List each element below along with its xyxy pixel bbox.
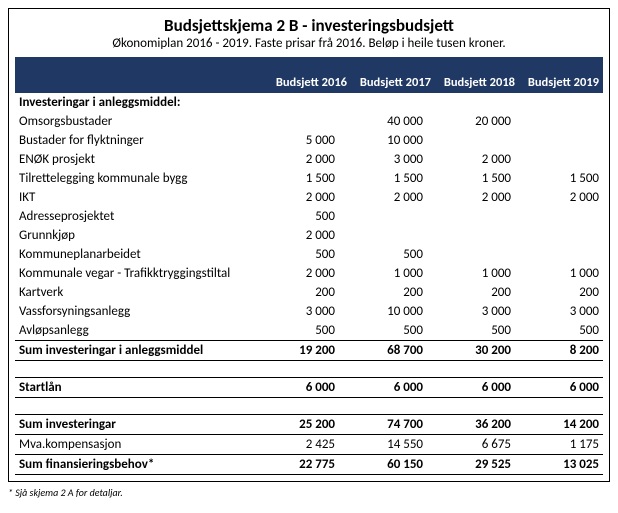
section-investments-header: Investeringar i anleggsmiddel:	[15, 93, 603, 112]
sum-investments-assets: Sum investeringar i anleggsmiddel 19 200…	[15, 341, 603, 361]
table-row: Adresseprosjektet500	[15, 207, 603, 226]
footnote: * Sjå skjema 2 A for detaljar.	[8, 486, 610, 499]
table-row: IKT2 0002 0002 0002 000	[15, 188, 603, 207]
col-header-2: Budsjett 2018	[435, 75, 519, 90]
col-header-1: Budsjett 2017	[351, 75, 435, 90]
table-row: Bustader for flyktninger5 00010 000	[15, 131, 603, 150]
table-row: Grunnkjøp2 000	[15, 226, 603, 245]
col-header-0: Budsjett 2016	[267, 75, 351, 90]
sheet-title: Budsjettskjema 2 B - investeringsbudsjet…	[15, 15, 603, 36]
col-header-3: Budsjett 2019	[519, 75, 603, 90]
table-row: Avløpsanlegg500500500500	[15, 321, 603, 341]
table-row: Kommunale vegar - Trafikktryggingstiltal…	[15, 264, 603, 283]
column-header-bar: Budsjett 2016 Budsjett 2017 Budsjett 201…	[15, 57, 603, 93]
table-row: ENØK prosjekt2 0003 0002 000	[15, 150, 603, 169]
table-row: Kommuneplanarbeidet500500	[15, 245, 603, 264]
row-mva: Mva.kompensasjon 2 425 14 550 6 675 1 17…	[15, 435, 603, 455]
budget-table: Investeringar i anleggsmiddel: Omsorgsbu…	[15, 93, 603, 475]
sum-investments-total: Sum investeringar 25 200 74 700 36 200 1…	[15, 415, 603, 435]
row-startlan: Startlån 6 000 6 000 6 000 6 000	[15, 378, 603, 398]
table-row: Omsorgsbustader40 00020 000	[15, 112, 603, 131]
table-row: Kartverk200200200200	[15, 283, 603, 302]
budget-sheet: Budsjettskjema 2 B - investeringsbudsjet…	[8, 8, 610, 482]
sheet-subtitle: Økonomiplan 2016 - 2019. Faste prisar fr…	[15, 36, 603, 51]
table-row: Vassforsyningsanlegg3 00010 0003 0003 00…	[15, 302, 603, 321]
table-row: Tilrettelegging kommunale bygg1 5001 500…	[15, 169, 603, 188]
sum-financing-need: Sum finansieringsbehov* 22 775 60 150 29…	[15, 455, 603, 475]
